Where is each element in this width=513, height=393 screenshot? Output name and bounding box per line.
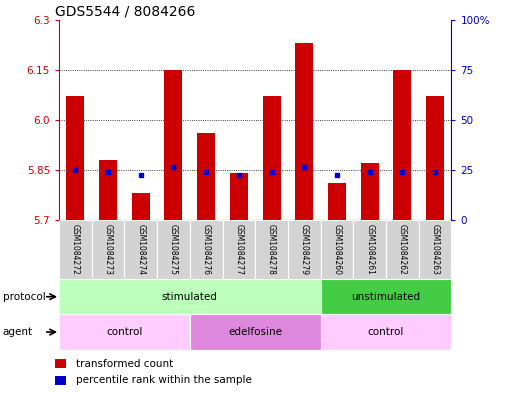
Bar	[361, 163, 379, 220]
Text: GSM1084275: GSM1084275	[169, 224, 178, 275]
Bar	[132, 193, 150, 220]
Bar	[157, 220, 190, 279]
Bar	[230, 173, 248, 220]
Bar	[59, 279, 321, 314]
Text: GSM1084262: GSM1084262	[398, 224, 407, 275]
Bar	[393, 70, 411, 220]
Bar	[124, 220, 157, 279]
Bar	[386, 220, 419, 279]
Bar	[288, 220, 321, 279]
Bar	[92, 220, 125, 279]
Bar	[66, 96, 84, 220]
Text: percentile rank within the sample: percentile rank within the sample	[76, 375, 252, 386]
Text: GSM1084263: GSM1084263	[430, 224, 440, 275]
Text: GSM1084279: GSM1084279	[300, 224, 309, 275]
Bar	[353, 220, 386, 279]
Bar	[59, 314, 190, 350]
Bar	[263, 96, 281, 220]
Bar	[190, 314, 321, 350]
Text: control: control	[368, 327, 404, 337]
Bar	[59, 220, 92, 279]
Bar	[197, 133, 215, 220]
Text: protocol: protocol	[3, 292, 45, 302]
Text: GSM1084278: GSM1084278	[267, 224, 276, 275]
Text: GSM1084261: GSM1084261	[365, 224, 374, 275]
Text: GSM1084276: GSM1084276	[202, 224, 211, 275]
Bar	[295, 43, 313, 220]
Bar	[328, 183, 346, 220]
Bar	[190, 220, 223, 279]
Text: GDS5544 / 8084266: GDS5544 / 8084266	[55, 4, 195, 18]
Bar	[223, 220, 255, 279]
Bar	[165, 70, 183, 220]
Text: control: control	[106, 327, 143, 337]
Bar	[426, 96, 444, 220]
Bar	[321, 314, 451, 350]
Text: GSM1084273: GSM1084273	[104, 224, 112, 275]
Bar	[321, 220, 353, 279]
Text: agent: agent	[3, 327, 33, 337]
Text: stimulated: stimulated	[162, 292, 218, 302]
Bar	[99, 160, 117, 220]
Text: GSM1084260: GSM1084260	[332, 224, 342, 275]
Text: unstimulated: unstimulated	[351, 292, 421, 302]
Text: GSM1084277: GSM1084277	[234, 224, 243, 275]
Text: GSM1084274: GSM1084274	[136, 224, 145, 275]
Bar	[419, 220, 451, 279]
Text: GSM1084272: GSM1084272	[71, 224, 80, 275]
Text: edelfosine: edelfosine	[228, 327, 282, 337]
Bar	[255, 220, 288, 279]
Text: transformed count: transformed count	[76, 358, 173, 369]
Bar	[321, 279, 451, 314]
